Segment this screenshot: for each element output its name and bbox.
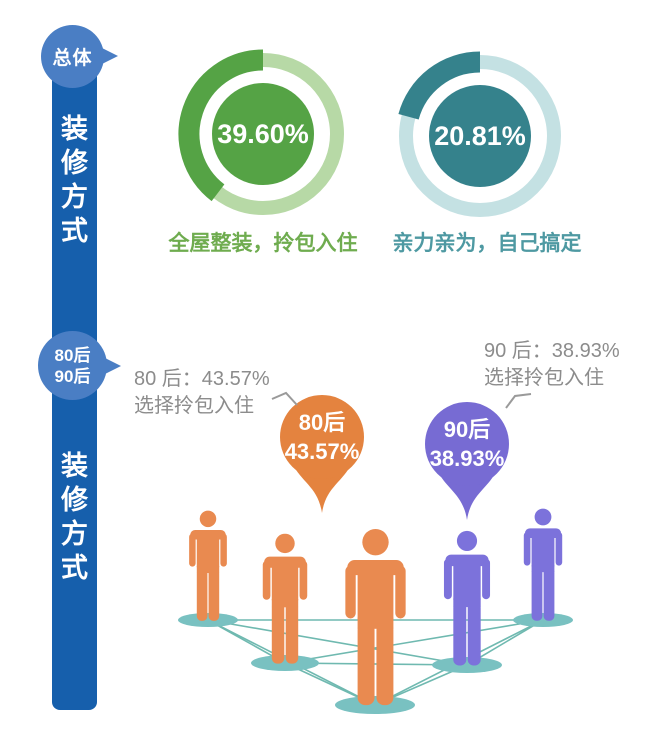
pin-marker-90s bbox=[425, 402, 509, 520]
badge-pointer-icon bbox=[103, 357, 121, 375]
pin-marker-80s bbox=[280, 395, 364, 513]
section-title-overall: 装修方式 bbox=[61, 114, 88, 246]
section-badge-generations: 80后 90后 bbox=[38, 331, 107, 400]
note-90s: 90 后：38.93% 选择拎包入住 bbox=[484, 338, 620, 392]
pin-90s-value: 38.93% bbox=[429, 446, 505, 471]
person-figure-purple-2 bbox=[513, 508, 573, 622]
donut-value-diy: 20.81% bbox=[434, 121, 526, 151]
badge-line-80s: 80后 bbox=[54, 345, 91, 365]
pin-80s-value: 43.57% bbox=[284, 439, 360, 464]
note-80s-line1: 80 后：43.57% bbox=[134, 368, 270, 390]
badge-line-90s: 90后 bbox=[54, 366, 91, 386]
person-figure-orange-2 bbox=[250, 533, 320, 665]
person-figure-orange-3 bbox=[328, 528, 423, 707]
pin-90s-group: 90后 bbox=[443, 417, 491, 442]
donut-chart-full-package bbox=[178, 49, 344, 215]
donut-value-full-package: 39.60% bbox=[217, 119, 309, 149]
donut-caption-diy: 亲力亲为，自己搞定 bbox=[392, 232, 582, 255]
badge-pointer-icon bbox=[100, 47, 118, 65]
person-figure-purple-1 bbox=[431, 530, 503, 667]
note-80s-line2: 选择拎包入住 bbox=[134, 395, 254, 417]
pin-label-80s: 80后 43.57% bbox=[279, 408, 365, 466]
section-badge-overall: 总体 bbox=[41, 25, 104, 88]
pin-80s-group: 80后 bbox=[298, 410, 346, 435]
note-80s: 80 后：43.57% 选择拎包入住 bbox=[134, 366, 270, 420]
section-title-generations: 装修方式 bbox=[61, 451, 88, 583]
donut-chart-diy bbox=[398, 51, 561, 217]
note-connector-lines bbox=[271, 391, 532, 409]
donut-caption-full-package: 全屋整装，拎包入住 bbox=[168, 232, 358, 255]
foot-ellipses bbox=[178, 613, 573, 714]
section-badge-overall-label: 总体 bbox=[52, 48, 93, 69]
person-figure-orange-1 bbox=[178, 510, 238, 622]
section-badge-generations-label: 80后 90后 bbox=[55, 345, 91, 387]
note-90s-line2: 选择拎包入住 bbox=[484, 367, 604, 389]
note-90s-line1: 90 后：38.93% bbox=[484, 340, 620, 362]
pin-label-90s: 90后 38.93% bbox=[424, 415, 510, 473]
